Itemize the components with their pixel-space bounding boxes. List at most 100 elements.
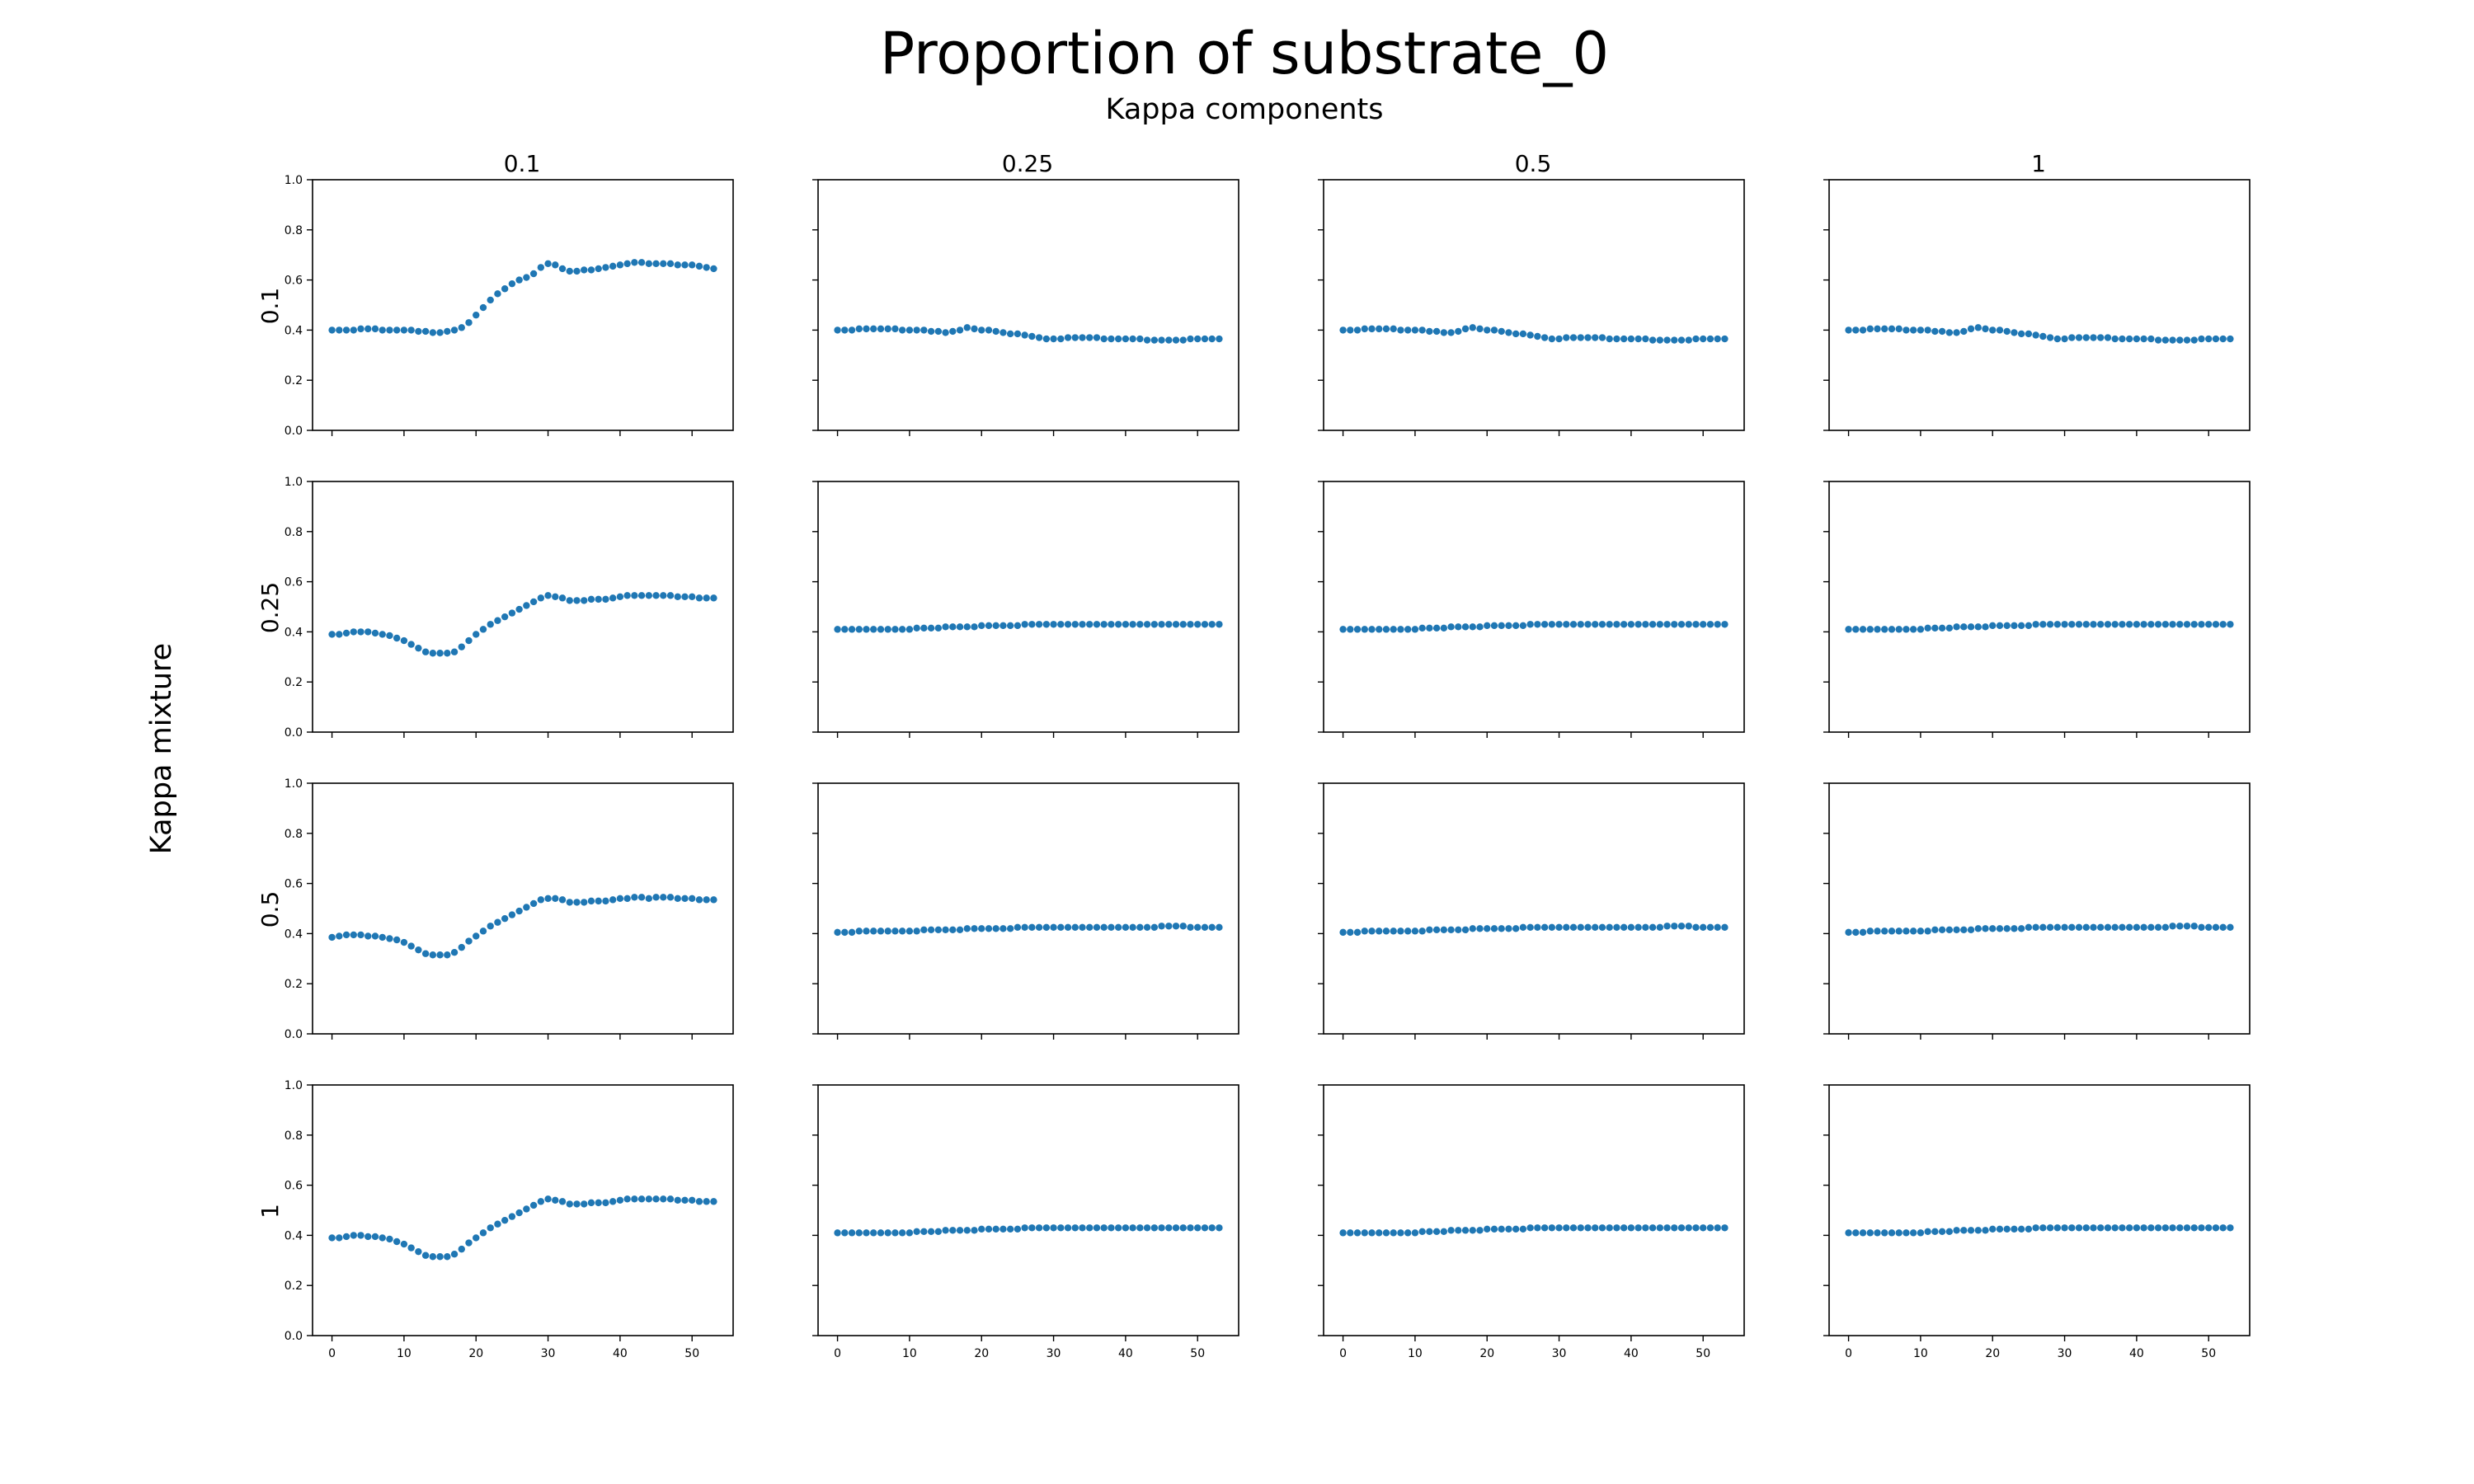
data-point: [1924, 1228, 1931, 1236]
data-point: [479, 928, 487, 935]
data-point: [2097, 334, 2105, 341]
data-point: [2147, 621, 2155, 628]
data-point: [544, 1195, 552, 1203]
data-point: [2032, 621, 2039, 628]
data-point: [1700, 1224, 1707, 1232]
data-point: [1216, 923, 1223, 932]
row-axis-label: Kappa mixture: [145, 643, 178, 854]
data-point: [1028, 923, 1036, 932]
data-point: [1592, 334, 1599, 341]
data-point: [1685, 1224, 1692, 1232]
data-point: [1006, 1225, 1014, 1233]
data-point: [2227, 1224, 2234, 1232]
data-point: [920, 1228, 928, 1236]
data-point: [1888, 928, 1896, 935]
data-point: [2075, 1224, 2083, 1232]
data-point: [1642, 923, 1649, 932]
data-point: [595, 1199, 602, 1207]
data-point: [1361, 1229, 1368, 1237]
data-point: [1620, 923, 1628, 932]
y-tick-label: 0.4: [285, 324, 303, 337]
data-point: [1512, 622, 1520, 629]
data-point: [884, 325, 891, 333]
data-point: [1706, 335, 1714, 343]
data-point: [595, 265, 602, 273]
data-point: [2046, 621, 2054, 628]
panel-r1-c1: [812, 481, 1239, 738]
data-point: [1526, 1224, 1534, 1232]
data-point: [1592, 621, 1599, 628]
data-point: [1706, 621, 1714, 628]
data-point: [848, 326, 856, 334]
data-point: [2140, 923, 2147, 932]
data-point: [1440, 926, 1448, 934]
data-point: [841, 626, 849, 633]
data-point: [609, 1198, 617, 1205]
y-tick-label: 0.6: [285, 275, 303, 288]
data-point: [2039, 923, 2047, 932]
data-point: [1339, 326, 1347, 334]
data-point: [666, 894, 675, 901]
data-point: [2104, 923, 2112, 932]
data-point: [415, 327, 422, 336]
data-point: [2212, 621, 2220, 628]
data-point: [1577, 334, 1584, 341]
data-point: [379, 933, 386, 942]
data-point: [1347, 626, 1354, 633]
data-point: [2161, 923, 2170, 932]
data-point: [602, 264, 609, 271]
panel-frame: [1828, 1084, 2251, 1336]
data-point: [2169, 1224, 2176, 1232]
y-tick-label: 1.0: [285, 777, 303, 791]
data-point: [942, 329, 949, 336]
data-point: [357, 325, 365, 333]
data-point: [1967, 1227, 1975, 1234]
data-point: [1143, 1224, 1151, 1232]
data-point: [1035, 334, 1043, 341]
data-point: [674, 261, 681, 269]
data-point: [1057, 621, 1065, 628]
data-point: [616, 895, 624, 903]
data-point: [407, 1244, 415, 1252]
data-point: [1700, 621, 1707, 628]
data-point: [1852, 326, 1860, 334]
data-point: [1634, 923, 1642, 932]
data-point: [1627, 621, 1635, 628]
data-point: [2140, 1224, 2147, 1232]
data-point: [1071, 334, 1079, 341]
data-point: [2097, 621, 2105, 628]
data-point: [2025, 923, 2033, 932]
data-point: [942, 623, 949, 631]
data-point: [1143, 621, 1151, 628]
data-point: [537, 594, 545, 602]
data-point: [1194, 1224, 1202, 1232]
data-point: [2133, 1224, 2141, 1232]
data-point: [898, 1229, 906, 1237]
data-point: [963, 324, 971, 331]
data-point: [1866, 1229, 1874, 1237]
data-point: [1136, 923, 1144, 932]
data-point: [573, 267, 581, 275]
x-tick-label: 30: [1552, 1347, 1567, 1360]
data-point: [1179, 1224, 1187, 1232]
data-point: [1700, 335, 1707, 343]
data-point: [934, 327, 943, 336]
data-point: [2053, 335, 2062, 343]
data-point: [1028, 621, 1036, 628]
data-point: [2082, 923, 2090, 932]
data-point: [1447, 329, 1455, 336]
data-point: [2183, 621, 2191, 628]
y-tick-label: 0.2: [285, 1280, 303, 1293]
data-point: [985, 925, 993, 932]
data-point: [328, 1234, 336, 1242]
data-point: [508, 279, 516, 288]
y-tick-label: 0.8: [285, 224, 303, 237]
data-point: [2011, 622, 2018, 629]
data-point: [1512, 1225, 1520, 1233]
data-point: [834, 326, 841, 334]
data-point: [1895, 928, 1903, 935]
data-point: [1455, 926, 1462, 934]
data-point: [870, 325, 877, 333]
data-point: [891, 626, 899, 633]
data-point: [1642, 1224, 1649, 1232]
